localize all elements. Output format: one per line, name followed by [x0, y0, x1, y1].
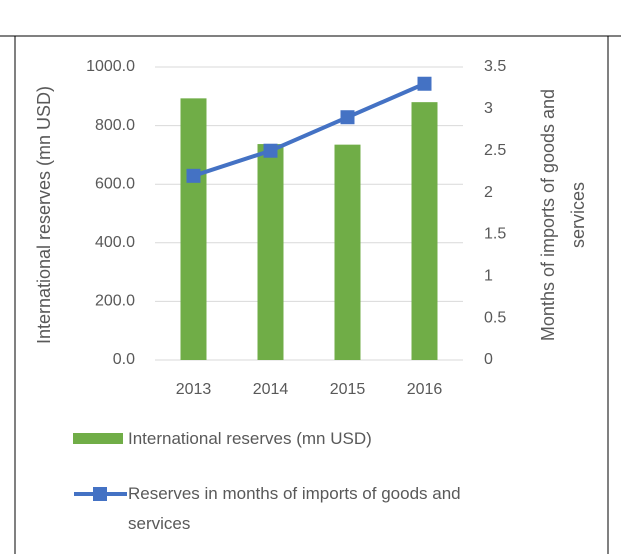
x-tick-label: 2016	[407, 381, 443, 398]
y2-tick-label: 0	[484, 351, 493, 368]
y2-axis-title: Months of imports of goods and services	[533, 65, 593, 365]
x-tick-label: 2013	[176, 381, 212, 398]
bar	[411, 102, 438, 360]
x-tick-label: 2014	[253, 381, 289, 398]
y2-tick-label: 2.5	[484, 142, 506, 159]
y2-tick-label: 2	[484, 184, 493, 201]
y2-tick-label: 3.5	[484, 58, 506, 75]
y-axis-title: International reserves (mn USD)	[34, 86, 54, 344]
y-tick-label: 1000.0	[86, 58, 135, 75]
marker	[340, 110, 355, 125]
bar	[257, 144, 284, 360]
legend-label: Reserves in months of imports of goods a…	[128, 484, 461, 533]
y-tick-label: 200.0	[95, 293, 135, 310]
y2-tick-label: 0.5	[484, 309, 506, 326]
y2-tick-label: 1.5	[484, 226, 506, 243]
legend-label: International reserves (mn USD)	[128, 429, 372, 448]
legend-swatch	[93, 487, 107, 501]
line	[192, 81, 426, 178]
y2-tick-label: 1	[484, 268, 493, 285]
legend-swatch	[73, 433, 123, 444]
y-tick-label: 800.0	[95, 117, 135, 134]
y-tick-label: 600.0	[95, 175, 135, 192]
marker	[417, 76, 432, 91]
y-tick-label: 0.0	[113, 351, 135, 368]
bar	[334, 144, 361, 360]
marker	[263, 143, 278, 158]
y-tick-label: 400.0	[95, 234, 135, 251]
bar	[180, 98, 207, 360]
y2-tick-label: 3	[484, 100, 493, 117]
marker	[186, 168, 201, 183]
y2-axis-title-text: Months of imports of goods and services	[538, 88, 588, 342]
x-tick-label: 2015	[330, 381, 366, 398]
